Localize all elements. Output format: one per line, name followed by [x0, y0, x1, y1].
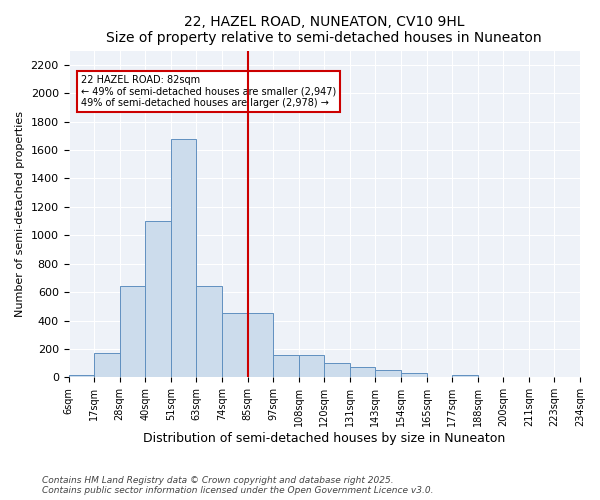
Bar — [248, 314, 273, 378]
Bar — [145, 221, 171, 378]
Bar — [376, 370, 401, 378]
Bar — [171, 138, 196, 378]
Y-axis label: Number of semi-detached properties: Number of semi-detached properties — [15, 111, 25, 317]
Bar — [222, 314, 248, 378]
Title: 22, HAZEL ROAD, NUNEATON, CV10 9HL
Size of property relative to semi-detached ho: 22, HAZEL ROAD, NUNEATON, CV10 9HL Size … — [106, 15, 542, 45]
Text: Contains HM Land Registry data © Crown copyright and database right 2025.
Contai: Contains HM Land Registry data © Crown c… — [42, 476, 433, 495]
Bar — [299, 354, 324, 378]
X-axis label: Distribution of semi-detached houses by size in Nuneaton: Distribution of semi-detached houses by … — [143, 432, 505, 445]
Bar — [401, 373, 427, 378]
Bar — [350, 368, 376, 378]
Bar — [452, 374, 478, 378]
Bar — [196, 286, 222, 378]
Bar — [273, 354, 299, 378]
Text: 22 HAZEL ROAD: 82sqm
← 49% of semi-detached houses are smaller (2,947)
49% of se: 22 HAZEL ROAD: 82sqm ← 49% of semi-detac… — [82, 74, 337, 108]
Bar — [68, 374, 94, 378]
Bar — [119, 286, 145, 378]
Bar — [94, 353, 119, 378]
Bar — [324, 363, 350, 378]
